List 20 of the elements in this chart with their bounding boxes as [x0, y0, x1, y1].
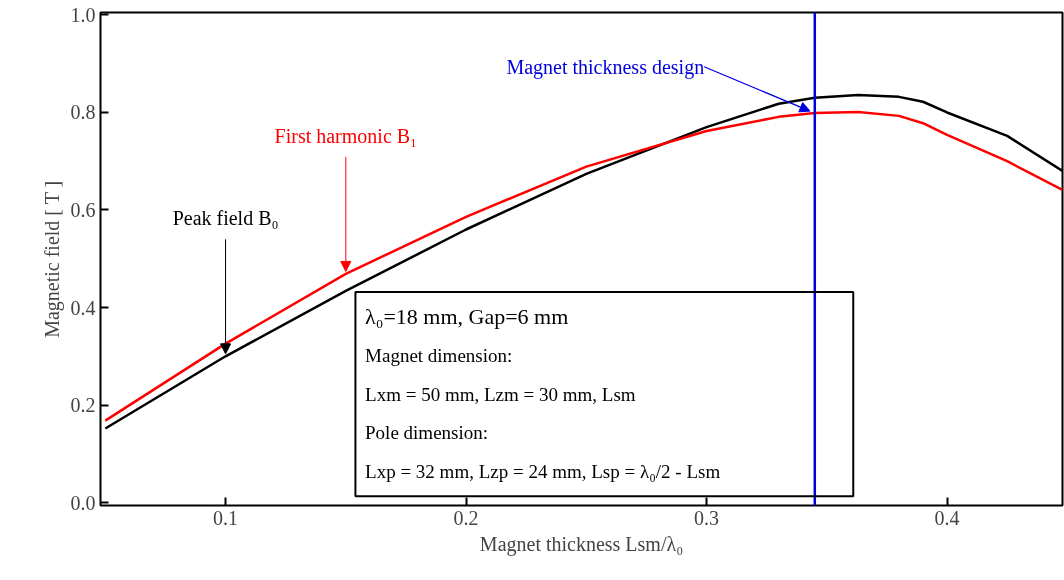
text: First harmonic B₁	[274, 125, 418, 148]
y-tick-label: 0.4	[70, 296, 96, 319]
y-tick-label: 0.6	[70, 198, 96, 221]
y-tick-label: 0.0	[70, 491, 96, 514]
y-tick-label: 1.0	[70, 3, 96, 26]
annotation: Pole dimension:	[365, 422, 489, 444]
ref-line-label: Magnet thickness design	[506, 55, 705, 79]
annotation: Lxp = 32 mm, Lzp = 24 mm, Lsp = λ₀/2 - Lsm	[365, 460, 721, 482]
x-axis-title: Magnet thickness Lsm/λ₀	[479, 532, 684, 556]
y-tick-label: 0.8	[70, 101, 96, 124]
y-axis-title: Magnetic field [ T ]	[40, 180, 64, 338]
annotation: λ₀=18 mm, Gap=6 mm	[365, 304, 569, 330]
x-tick-label: 0.2	[453, 506, 479, 529]
annotation: Magnet dimension:	[365, 345, 513, 367]
x-tick-label: 0.1	[213, 506, 239, 529]
y-tick-label: 0.2	[70, 394, 96, 417]
x-tick-label: 0.3	[694, 506, 720, 529]
x-tick-label: 0.4	[934, 506, 960, 529]
text: Peak field B₀	[172, 207, 279, 230]
annotation: Lxm = 50 mm, Lzm = 30 mm, Lsm	[365, 383, 636, 405]
